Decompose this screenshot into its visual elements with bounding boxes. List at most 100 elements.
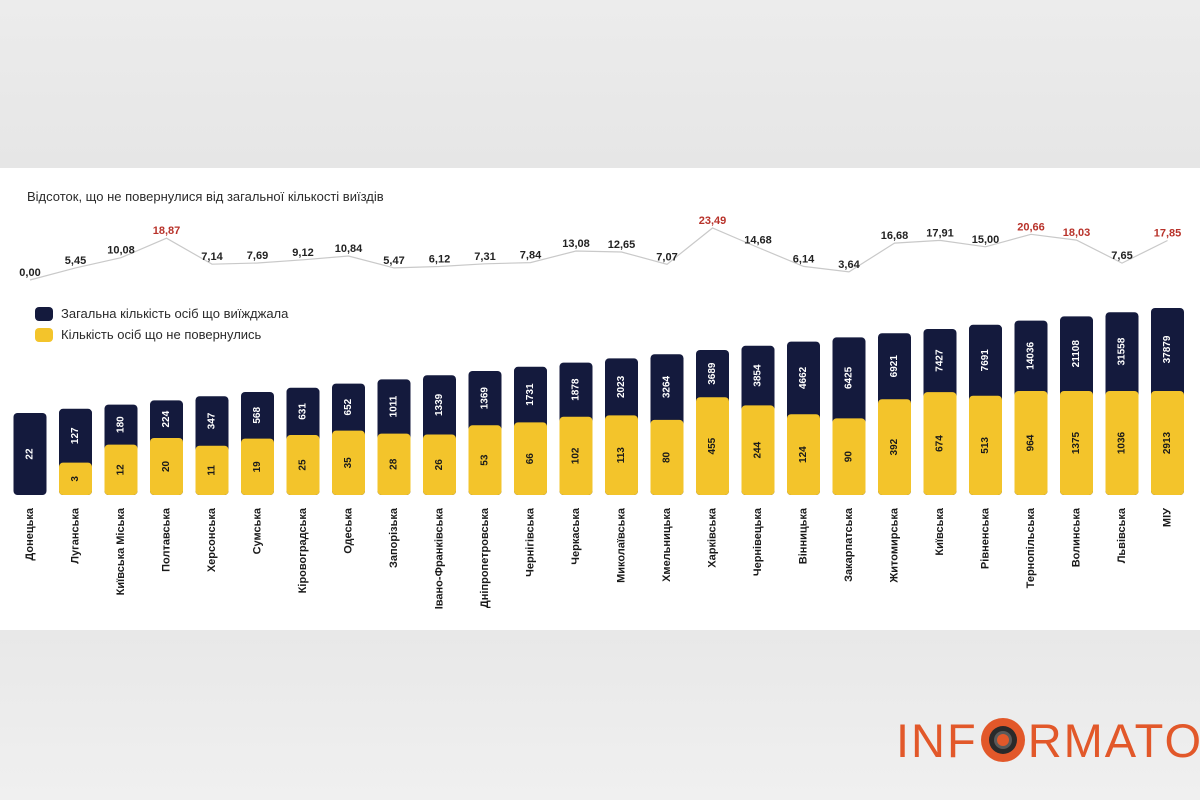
total-value-label: 7691 (980, 349, 991, 372)
total-value-label: 1011 (389, 395, 400, 417)
bar-not-returned (923, 392, 957, 495)
percent-label: 5,45 (65, 255, 86, 267)
total-value-label: 3689 (707, 362, 718, 385)
bar-not-returned (650, 419, 684, 495)
not-returned-value-label: 90 (844, 451, 855, 463)
bar-not-returned (150, 437, 183, 495)
not-returned-value-label: 964 (1026, 434, 1037, 451)
category-label: Івано-Франківська (433, 507, 445, 609)
legend-total: Загальна кількість осіб що виїжджала (35, 306, 288, 321)
total-value-label: 1369 (480, 387, 491, 410)
chart-title: Відсоток, що не повернулися від загально… (27, 189, 384, 204)
total-value-label: 3854 (753, 364, 764, 387)
total-value-label: 1878 (571, 378, 582, 401)
total-value-label: 37879 (1162, 335, 1173, 363)
bar-not-returned (1151, 391, 1184, 495)
bottom-background (0, 630, 1200, 800)
total-value-label: 224 (161, 410, 172, 427)
camera-lens-icon (980, 718, 1025, 762)
legend-label-not-returned: Кількість осіб що не повернулись (61, 327, 262, 342)
category-label: Волинська (1070, 507, 1082, 567)
percent-label: 6,12 (429, 253, 450, 265)
percent-label: 18,03 (1063, 227, 1091, 239)
not-returned-value-label: 3 (70, 476, 81, 482)
not-returned-value-label: 2913 (1162, 431, 1173, 454)
not-returned-value-label: 20 (161, 460, 172, 472)
percent-label: 7,65 (1111, 250, 1132, 262)
bar-not-returned (332, 430, 365, 495)
category-label: Донецька (24, 507, 36, 560)
bar-not-returned (1105, 391, 1139, 495)
bar-not-returned (423, 434, 456, 495)
total-value-label: 14036 (1026, 341, 1037, 369)
category-label: Вінницька (797, 507, 809, 564)
total-value-label: 347 (207, 412, 218, 429)
percent-label: 13,08 (562, 238, 590, 250)
total-value-label: 652 (343, 398, 354, 415)
category-label: Запорізька (388, 507, 400, 568)
not-returned-value-label: 26 (434, 459, 445, 471)
bar-not-returned (787, 414, 820, 495)
percent-label: 7,31 (474, 251, 495, 263)
not-returned-value-label: 513 (980, 437, 991, 454)
bar-total (13, 413, 47, 495)
percent-label: 17,85 (1154, 227, 1182, 239)
category-label: Миколаївська (615, 507, 627, 583)
legend-swatch-not-returned (35, 327, 53, 342)
category-label: Тернопільська (1025, 507, 1037, 588)
bar-not-returned (969, 395, 1002, 495)
percent-label: 12,65 (608, 239, 636, 251)
total-value-label: 4662 (798, 366, 809, 389)
category-label: Чернігівська (524, 507, 536, 577)
category-label: Херсонська (206, 507, 218, 572)
percent-label: 7,14 (201, 251, 223, 263)
total-value-label: 1339 (434, 393, 445, 416)
category-label: Чернівецька (752, 507, 764, 576)
category-label: Полтавська (160, 507, 172, 572)
total-value-label: 180 (116, 416, 127, 433)
bar-not-returned (832, 418, 866, 495)
bar-not-returned (878, 399, 911, 495)
percent-label: 7,84 (520, 250, 542, 262)
category-label: Черкаська (570, 507, 582, 565)
category-label: Київська Міська (115, 507, 127, 595)
category-label: Луганська (69, 507, 81, 564)
category-label: Одеська (342, 507, 354, 554)
category-label: Закарпатська (843, 507, 855, 582)
not-returned-value-label: 12 (116, 464, 127, 476)
bar-not-returned (605, 415, 638, 495)
category-label: Рівненська (979, 507, 991, 569)
legend-label-total: Загальна кількість осіб що виїжджала (61, 306, 289, 321)
total-value-label: 7427 (935, 349, 946, 372)
total-value-label: 21108 (1071, 340, 1082, 368)
percent-label: 7,69 (247, 250, 268, 262)
percent-label: 23,49 (699, 215, 727, 227)
bar-not-returned (741, 405, 775, 495)
bar-not-returned (286, 435, 320, 495)
percent-label: 16,68 (881, 230, 909, 242)
bar-not-returned (59, 462, 92, 495)
percent-label: 7,07 (656, 251, 677, 263)
bar-not-returned (104, 444, 138, 495)
percent-label: 3,64 (838, 259, 860, 271)
percent-label: 18,87 (153, 225, 181, 237)
legend-swatch-total (35, 306, 53, 321)
not-returned-value-label: 80 (662, 451, 673, 463)
not-returned-value-label: 19 (252, 461, 263, 473)
percent-line (29, 227, 1168, 281)
category-label: Дніпропетровська (479, 507, 491, 608)
category-label: Сумська (251, 507, 263, 554)
percent-label: 17,91 (926, 227, 954, 239)
not-returned-value-label: 66 (525, 453, 536, 465)
not-returned-value-label: 1375 (1071, 431, 1082, 454)
total-value-label: 3264 (662, 375, 673, 398)
not-returned-value-label: 1036 (1117, 431, 1128, 454)
top-background (0, 0, 1200, 168)
not-returned-value-label: 674 (935, 435, 946, 452)
bar-not-returned (1014, 391, 1048, 495)
bar-not-returned (195, 445, 229, 495)
percent-label: 15,00 (972, 234, 1000, 246)
category-label: Хмельницька (661, 507, 673, 582)
total-value-label: 6425 (844, 366, 855, 389)
